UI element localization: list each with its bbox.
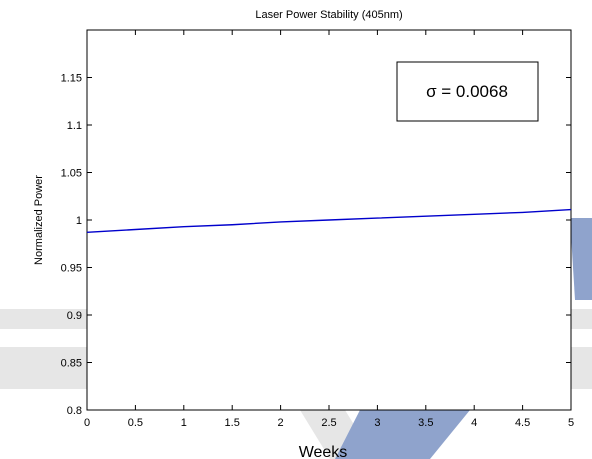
y-tick-label: 1.05 [61,168,82,180]
x-tick-label: 0 [84,417,90,429]
x-tick-label: 2.5 [321,417,336,429]
x-axis: 0 0.5 1 1.5 2 2.5 3 3.5 4 4.5 5 [84,30,574,429]
series-group [86,208,572,234]
x-axis-label: Weeks [299,444,348,459]
y-tick-label: 0.85 [61,358,82,370]
y-axis: 0.8 0.85 0.9 0.95 1 1.05 1.1 1.15 [61,73,571,417]
sigma-annotation: σ = 0.0068 [426,82,508,101]
y-tick-label: 1.1 [67,120,82,132]
x-tick-label: 2 [278,417,284,429]
decor-blue-wedge-right [570,218,592,300]
x-tick-label: 4 [471,417,477,429]
y-tick-label: 1 [76,215,82,227]
series-line [86,208,572,234]
y-tick-label: 0.95 [61,263,82,275]
annotation-box [396,61,539,122]
x-tick-label: 4.5 [515,417,530,429]
decor-blue-diagonal [335,410,470,459]
x-tick-label: 3 [374,417,380,429]
y-tick-label: 1.15 [61,73,82,85]
x-tick-label: 0.5 [128,417,143,429]
y-tick-label: 0.9 [67,310,82,322]
y-axis-label: Normalized Power [33,175,45,265]
chart-title: Laser Power Stability (405nm) [255,9,402,21]
x-tick-label: 3.5 [418,417,433,429]
y-tick-label: 0.8 [67,405,82,417]
x-tick-label: 5 [568,417,574,429]
x-tick-label: 1 [181,417,187,429]
x-tick-label: 1.5 [225,417,240,429]
